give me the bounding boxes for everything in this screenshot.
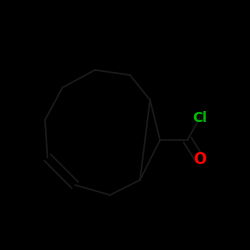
Text: Cl: Cl [192,110,208,124]
Text: O: O [194,152,206,168]
